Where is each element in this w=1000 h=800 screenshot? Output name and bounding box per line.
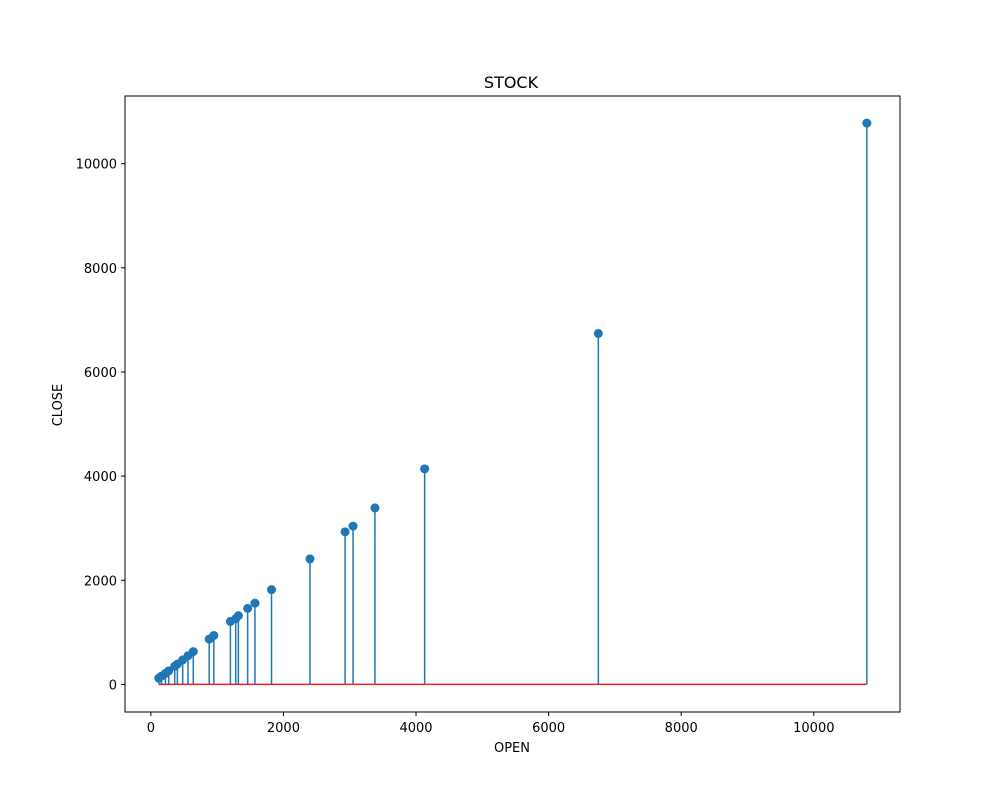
data-point-marker: [370, 503, 380, 513]
y-tick-label: 10000: [76, 158, 117, 173]
chart-title: STOCK: [484, 73, 539, 92]
y-tick-label: 6000: [84, 366, 117, 381]
y-tick-label: 4000: [84, 470, 117, 485]
y-tick-label: 2000: [84, 574, 117, 589]
data-point-marker: [340, 527, 350, 537]
data-point-marker: [209, 630, 219, 640]
y-axis-label: CLOSE: [51, 384, 66, 427]
data-point-marker: [267, 585, 277, 595]
axes-frame: [124, 95, 901, 713]
y-tick-label: 8000: [84, 262, 117, 277]
y-axis-ticks: 0 2000 4000 6000 8000 10000: [76, 158, 125, 693]
data-point-marker: [243, 603, 253, 613]
x-tick-label: 8000: [665, 721, 698, 736]
data-point-marker: [233, 611, 243, 621]
x-axis-label: OPEN: [494, 741, 530, 756]
x-tick-label: 6000: [532, 721, 565, 736]
x-axis-ticks: 0 2000 4000 6000 8000 10000: [147, 712, 834, 736]
data-point-marker: [188, 647, 198, 657]
data-point-marker: [305, 554, 315, 564]
data-point-marker: [348, 521, 358, 531]
y-tick-label: 0: [109, 678, 117, 693]
plot-area: [154, 118, 872, 686]
data-point-marker: [420, 464, 430, 474]
data-point-marker: [250, 598, 260, 608]
x-tick-label: 2000: [267, 721, 300, 736]
x-tick-label: 4000: [399, 721, 432, 736]
data-point-marker: [593, 328, 603, 338]
data-point-marker: [862, 118, 872, 128]
x-tick-label: 10000: [793, 721, 834, 736]
x-tick-label: 0: [147, 721, 155, 736]
